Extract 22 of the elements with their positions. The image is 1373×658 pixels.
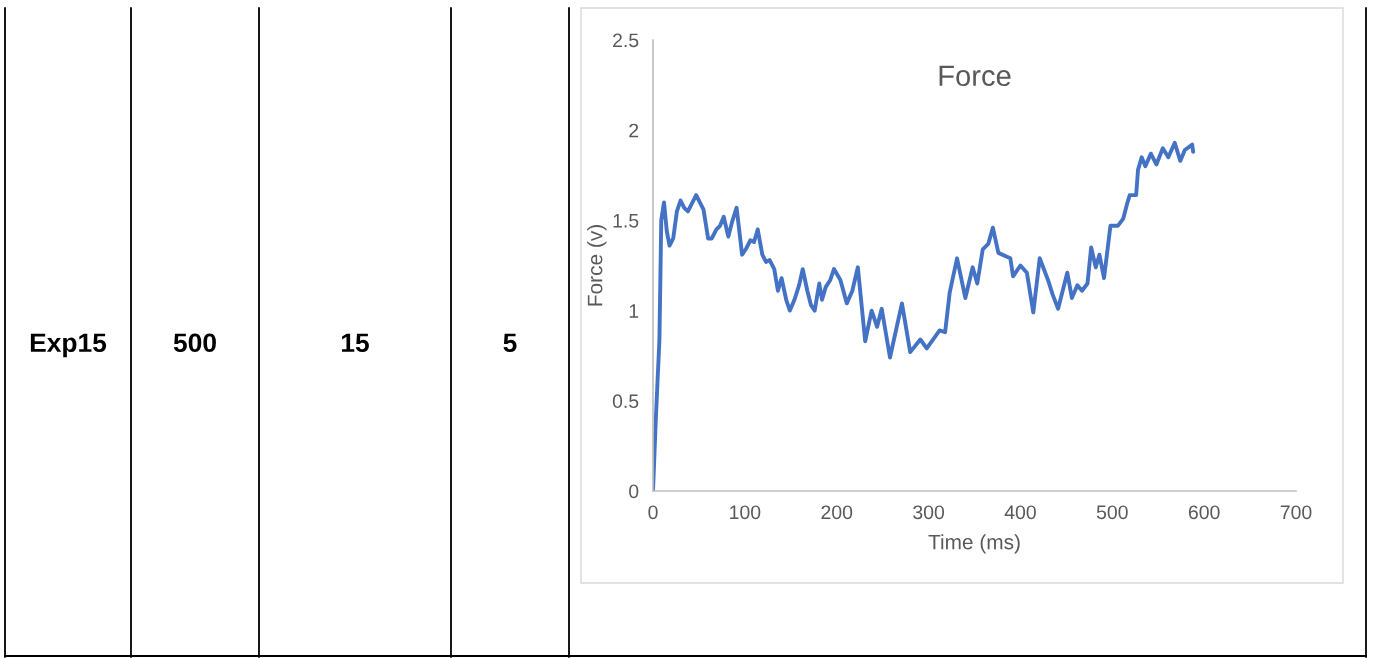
y-tick-label: 0.5 [612, 394, 639, 409]
y-tick-label: 1 [629, 304, 639, 318]
x-tick-label: 700 [1280, 505, 1312, 520]
text: Exp15 [30, 333, 107, 358]
x-tick-label: 200 [821, 505, 853, 520]
x-tick-label: 500 [1096, 505, 1128, 520]
x-tick-label: 0 [648, 505, 658, 520]
text: 500 [173, 333, 216, 353]
y-axis-title: Force (v) [587, 225, 607, 306]
y-tick-label: 0 [629, 484, 639, 499]
x-tick-label: 100 [730, 505, 761, 520]
x-tick-label: 400 [1004, 505, 1036, 520]
x-tick-label: 600 [1188, 505, 1220, 520]
text: 5 [503, 333, 517, 353]
text: Force [939, 65, 1011, 87]
y-tick-label: 2.5 [613, 33, 639, 48]
x-tick-label: 300 [913, 505, 945, 520]
text: 15 [341, 333, 369, 353]
x-axis-title: Time (ms) [928, 534, 1020, 554]
line-series [653, 140, 1196, 491]
y-tick-label: 2 [629, 123, 639, 138]
y-tick-label: 1.5 [613, 214, 639, 228]
